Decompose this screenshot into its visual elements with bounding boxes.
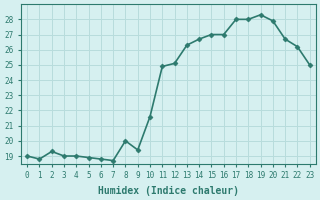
X-axis label: Humidex (Indice chaleur): Humidex (Indice chaleur) [98, 186, 239, 196]
